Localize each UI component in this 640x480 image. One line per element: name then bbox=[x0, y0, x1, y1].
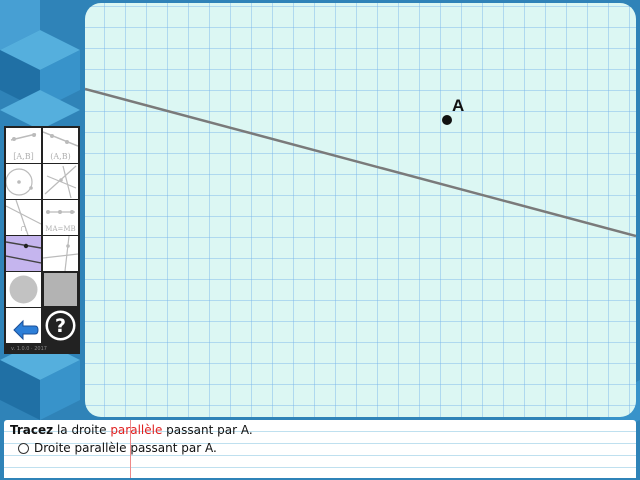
version-label: v. 1.0.0 · 2017 bbox=[11, 346, 47, 352]
perpendicular-tool[interactable] bbox=[43, 164, 78, 199]
drawing-layer: A bbox=[85, 87, 636, 238]
intersection-tool[interactable]: ∩ bbox=[6, 200, 41, 235]
given-line[interactable] bbox=[85, 87, 636, 238]
equal-length-tool[interactable]: MA=MB bbox=[43, 200, 78, 235]
instruction-panel: Tracez la droite parallèle passant par A… bbox=[4, 420, 636, 478]
instruction-text: Tracez la droite parallèle passant par A… bbox=[10, 423, 253, 437]
circle-tool[interactable] bbox=[6, 164, 41, 199]
instruction-verb: Tracez bbox=[10, 423, 54, 437]
ray-line-tool[interactable]: (A,B) bbox=[43, 128, 78, 163]
instruction-part-2: passant par A. bbox=[162, 423, 253, 437]
instruction-part-1: la droite bbox=[53, 423, 111, 437]
color-gray-light-tool[interactable] bbox=[6, 272, 41, 307]
color-gray-dark-tool[interactable] bbox=[43, 272, 78, 307]
notebook-margin bbox=[130, 420, 131, 478]
equal-length-tool-label: MA=MB bbox=[45, 225, 76, 233]
svg-text:?: ? bbox=[55, 315, 66, 337]
task-option-label: Droite parallèle passant par A. bbox=[34, 441, 217, 455]
vertical-line-tool[interactable] bbox=[43, 236, 78, 271]
segment-tool[interactable]: [A,B] bbox=[6, 128, 41, 163]
undo-button[interactable] bbox=[6, 308, 41, 343]
step-counter: 0/1 bbox=[17, 310, 30, 319]
ray-line-tool-label: (A,B) bbox=[50, 152, 71, 161]
instruction-keyword: parallèle bbox=[110, 423, 163, 437]
point-a-label: A bbox=[452, 96, 464, 115]
task-radio-icon[interactable] bbox=[18, 442, 29, 454]
tool-palette: [A,B] (A,B) ∩ MA=MB 0/1 bbox=[4, 126, 80, 354]
point-a[interactable] bbox=[442, 115, 452, 125]
geometry-canvas[interactable]: A bbox=[85, 3, 636, 417]
help-button[interactable]: ? bbox=[43, 308, 78, 343]
parallel-tool[interactable] bbox=[6, 236, 41, 271]
intersection-tool-label: ∩ bbox=[20, 224, 27, 233]
task-option[interactable]: Droite parallèle passant par A. bbox=[18, 441, 217, 455]
segment-tool-label: [A,B] bbox=[13, 152, 34, 161]
